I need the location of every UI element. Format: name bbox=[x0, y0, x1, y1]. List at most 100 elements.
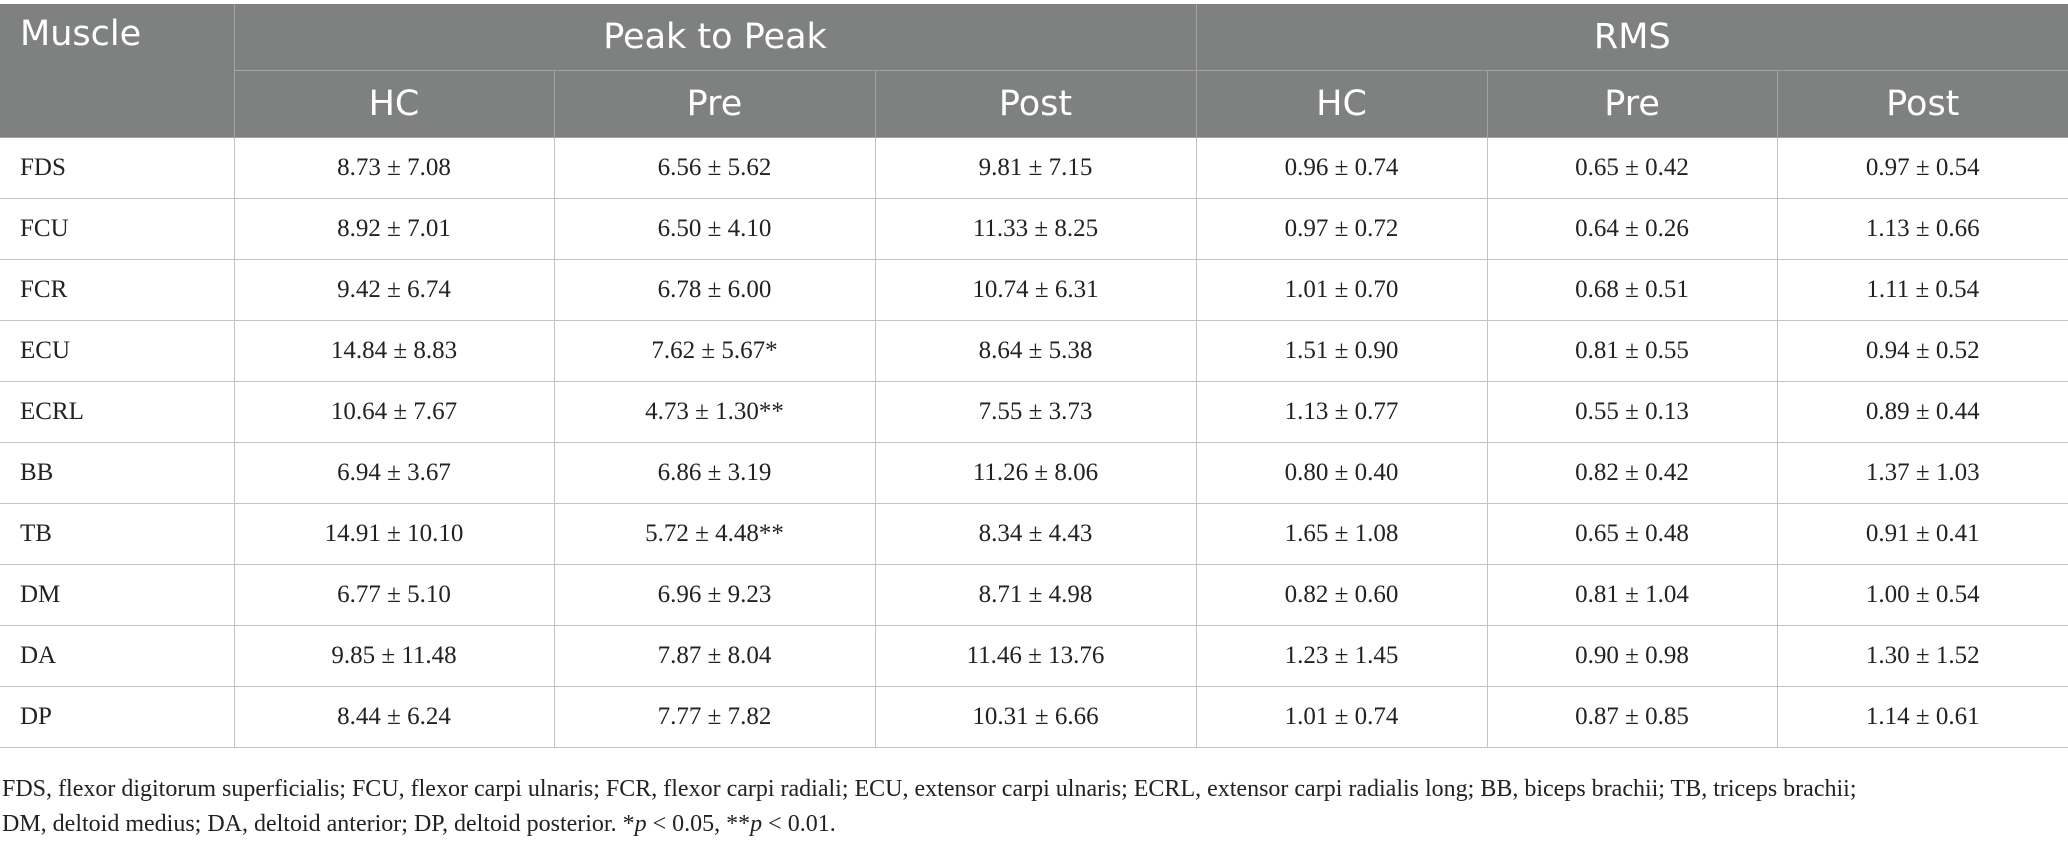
cell-value: 11.33 ± 8.25 bbox=[875, 198, 1197, 260]
cell-value: 10.31 ± 6.66 bbox=[875, 686, 1197, 748]
cell-value: 5.72 ± 4.48** bbox=[554, 503, 876, 565]
cell-value: 6.56 ± 5.62 bbox=[554, 137, 876, 199]
header-sub-pre: Pre bbox=[1487, 70, 1778, 138]
cell-value: 9.42 ± 6.74 bbox=[234, 259, 555, 321]
cell-value: 0.65 ± 0.48 bbox=[1487, 503, 1778, 565]
cell-muscle: DP bbox=[0, 686, 235, 748]
header-muscle: Muscle bbox=[0, 4, 235, 138]
cell-value: 0.64 ± 0.26 bbox=[1487, 198, 1778, 260]
cell-value: 1.14 ± 0.61 bbox=[1777, 686, 2068, 748]
header-sub-hc: HC bbox=[1196, 70, 1488, 138]
cell-value: 0.55 ± 0.13 bbox=[1487, 381, 1778, 443]
footnote-sig-005: < 0.05, ** bbox=[646, 811, 751, 837]
cell-value: 7.62 ± 5.67* bbox=[554, 320, 876, 382]
data-table: Muscle Peak to Peak RMS HC Pre Post HC P… bbox=[0, 4, 2068, 748]
cell-value: 1.23 ± 1.45 bbox=[1196, 625, 1488, 687]
cell-value: 7.55 ± 3.73 bbox=[875, 381, 1197, 443]
header-group-peak-to-peak: Peak to Peak bbox=[234, 4, 1197, 71]
cell-value: 0.87 ± 0.85 bbox=[1487, 686, 1778, 748]
table-row: DM 6.77 ± 5.10 6.96 ± 9.23 8.71 ± 4.98 0.82 … bbox=[0, 564, 2068, 626]
table-row: ECU 14.84 ± 8.83 7.62 ± 5.67* 8.64 ± 5.38 1.… bbox=[0, 320, 2068, 382]
cell-value: 6.86 ± 3.19 bbox=[554, 442, 876, 504]
table-row: DP 8.44 ± 6.24 7.77 ± 7.82 10.31 ± 6.66 1.01… bbox=[0, 686, 2068, 748]
cell-value: 0.89 ± 0.44 bbox=[1777, 381, 2068, 443]
cell-value: 0.82 ± 0.60 bbox=[1196, 564, 1488, 626]
cell-value: 0.82 ± 0.42 bbox=[1487, 442, 1778, 504]
cell-muscle: DM bbox=[0, 564, 235, 626]
cell-value: 8.44 ± 6.24 bbox=[234, 686, 555, 748]
cell-value: 0.97 ± 0.54 bbox=[1777, 137, 2068, 199]
cell-value: 0.68 ± 0.51 bbox=[1487, 259, 1778, 321]
cell-value: 8.64 ± 5.38 bbox=[875, 320, 1197, 382]
cell-value: 10.64 ± 7.67 bbox=[234, 381, 555, 443]
cell-value: 10.74 ± 6.31 bbox=[875, 259, 1197, 321]
cell-value: 0.80 ± 0.40 bbox=[1196, 442, 1488, 504]
cell-value: 1.51 ± 0.90 bbox=[1196, 320, 1488, 382]
table-row: FCR 9.42 ± 6.74 6.78 ± 6.00 10.74 ± 6.31 1.0… bbox=[0, 259, 2068, 321]
footnote-line-1: FDS, flexor digitorum superficialis; FCU… bbox=[2, 776, 1857, 802]
footnote-p-symbol: p bbox=[750, 811, 763, 837]
cell-muscle: FCR bbox=[0, 259, 235, 321]
cell-value: 7.87 ± 8.04 bbox=[554, 625, 876, 687]
footnote-line-2: DM, deltoid medius; DA, deltoid anterior… bbox=[2, 807, 2042, 842]
cell-value: 4.73 ± 1.30** bbox=[554, 381, 876, 443]
cell-value: 1.11 ± 0.54 bbox=[1777, 259, 2068, 321]
table-row: BB 6.94 ± 3.67 6.86 ± 3.19 11.26 ± 8.06 0.80… bbox=[0, 442, 2068, 504]
cell-value: 8.34 ± 4.43 bbox=[875, 503, 1197, 565]
table-row: FDS 8.73 ± 7.08 6.56 ± 5.62 9.81 ± 7.15 0.96… bbox=[0, 137, 2068, 199]
cell-value: 8.71 ± 4.98 bbox=[875, 564, 1197, 626]
cell-muscle: DA bbox=[0, 625, 235, 687]
header-group-rms: RMS bbox=[1196, 4, 2068, 71]
cell-value: 6.78 ± 6.00 bbox=[554, 259, 876, 321]
cell-value: 1.00 ± 0.54 bbox=[1777, 564, 2068, 626]
table-row: FCU 8.92 ± 7.01 6.50 ± 4.10 11.33 ± 8.25 0.9… bbox=[0, 198, 2068, 260]
cell-muscle: ECRL bbox=[0, 381, 235, 443]
cell-value: 8.73 ± 7.08 bbox=[234, 137, 555, 199]
cell-value: 6.50 ± 4.10 bbox=[554, 198, 876, 260]
header-row-subgroups: HC Pre Post HC Pre Post bbox=[0, 70, 2068, 138]
cell-value: 1.65 ± 1.08 bbox=[1196, 503, 1488, 565]
cell-value: 1.30 ± 1.52 bbox=[1777, 625, 2068, 687]
cell-value: 1.01 ± 0.70 bbox=[1196, 259, 1488, 321]
cell-muscle: FCU bbox=[0, 198, 235, 260]
cell-value: 0.81 ± 1.04 bbox=[1487, 564, 1778, 626]
cell-value: 6.94 ± 3.67 bbox=[234, 442, 555, 504]
cell-value: 14.91 ± 10.10 bbox=[234, 503, 555, 565]
data-table-container: Muscle Peak to Peak RMS HC Pre Post HC P… bbox=[0, 4, 2068, 748]
cell-muscle: FDS bbox=[0, 137, 235, 199]
table-row: TB 14.91 ± 10.10 5.72 ± 4.48** 8.34 ± 4.43 1… bbox=[0, 503, 2068, 565]
cell-value: 0.81 ± 0.55 bbox=[1487, 320, 1778, 382]
cell-value: 1.01 ± 0.74 bbox=[1196, 686, 1488, 748]
cell-value: 14.84 ± 8.83 bbox=[234, 320, 555, 382]
table-footnote: FDS, flexor digitorum superficialis; FCU… bbox=[0, 772, 2042, 842]
cell-value: 8.92 ± 7.01 bbox=[234, 198, 555, 260]
cell-muscle: BB bbox=[0, 442, 235, 504]
cell-value: 6.77 ± 5.10 bbox=[234, 564, 555, 626]
table-row: DA 9.85 ± 11.48 7.87 ± 8.04 11.46 ± 13.76 1.… bbox=[0, 625, 2068, 687]
cell-value: 0.94 ± 0.52 bbox=[1777, 320, 2068, 382]
cell-value: 6.96 ± 9.23 bbox=[554, 564, 876, 626]
header-sub-pre: Pre bbox=[554, 70, 876, 138]
cell-value: 9.81 ± 7.15 bbox=[875, 137, 1197, 199]
cell-value: 11.46 ± 13.76 bbox=[875, 625, 1197, 687]
cell-value: 0.65 ± 0.42 bbox=[1487, 137, 1778, 199]
cell-value: 0.90 ± 0.98 bbox=[1487, 625, 1778, 687]
cell-muscle: TB bbox=[0, 503, 235, 565]
cell-value: 1.13 ± 0.66 bbox=[1777, 198, 2068, 260]
cell-value: 7.77 ± 7.82 bbox=[554, 686, 876, 748]
cell-value: 11.26 ± 8.06 bbox=[875, 442, 1197, 504]
cell-value: 1.37 ± 1.03 bbox=[1777, 442, 2068, 504]
cell-value: 1.13 ± 0.77 bbox=[1196, 381, 1488, 443]
cell-value: 0.96 ± 0.74 bbox=[1196, 137, 1488, 199]
footnote-p-symbol: p bbox=[634, 811, 647, 837]
header-sub-post: Post bbox=[1777, 70, 2068, 138]
cell-value: 9.85 ± 11.48 bbox=[234, 625, 555, 687]
table-body: FDS 8.73 ± 7.08 6.56 ± 5.62 9.81 ± 7.15 0.96… bbox=[0, 137, 2068, 748]
table-row: ECRL 10.64 ± 7.67 4.73 ± 1.30** 7.55 ± 3.73… bbox=[0, 381, 2068, 443]
table-header: Muscle Peak to Peak RMS HC Pre Post HC P… bbox=[0, 4, 2068, 138]
header-sub-post: Post bbox=[875, 70, 1197, 138]
cell-value: 0.91 ± 0.41 bbox=[1777, 503, 2068, 565]
cell-value: 0.97 ± 0.72 bbox=[1196, 198, 1488, 260]
header-row-groups: Muscle Peak to Peak RMS bbox=[0, 4, 2068, 138]
footnote-abbrev-end: DM, deltoid medius; DA, deltoid anterior… bbox=[2, 811, 635, 837]
